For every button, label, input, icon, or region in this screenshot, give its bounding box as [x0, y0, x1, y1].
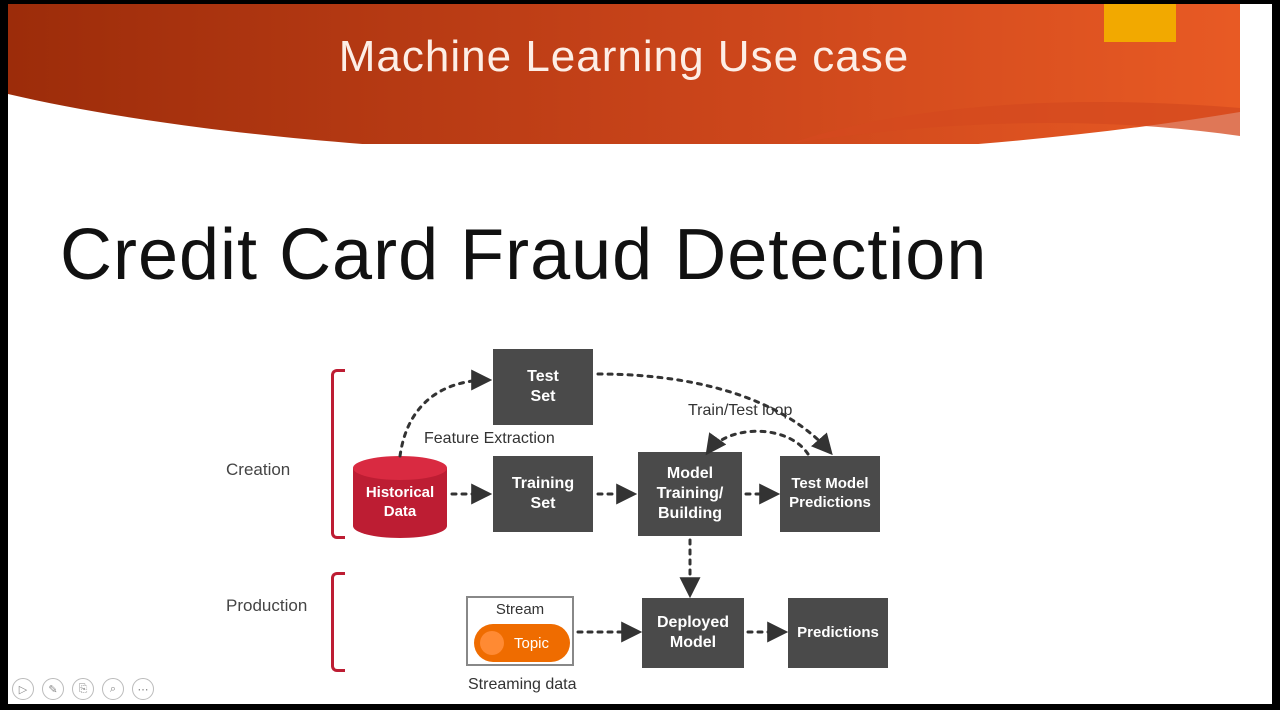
node-stream: Stream Topic	[466, 596, 574, 666]
pen-icon[interactable]: ✎	[42, 678, 64, 700]
node-historical-data: HistoricalData	[353, 456, 447, 538]
slide: Machine Learning Use case Credit Card Fr…	[8, 4, 1272, 704]
node-predictions: Predictions	[788, 598, 888, 668]
phase-label-production: Production	[226, 596, 307, 616]
play-icon[interactable]: ▷	[12, 678, 34, 700]
topic-dot-icon	[480, 631, 504, 655]
more-icon[interactable]: ⋯	[132, 678, 154, 700]
zoom-icon[interactable]: ⌕	[102, 678, 124, 700]
label-feature-extraction: Feature Extraction	[424, 430, 555, 448]
diagram: Creation Production HistoricalData TestS…	[8, 4, 1272, 704]
node-test-predictions: Test ModelPredictions	[780, 456, 880, 532]
node-deployed-model: DeployedModel	[642, 598, 744, 668]
node-test-set: TestSet	[493, 349, 593, 425]
presenter-toolbar: ▷ ✎ ⎘ ⌕ ⋯	[12, 678, 154, 700]
copy-icon[interactable]: ⎘	[72, 678, 94, 700]
bracket-creation	[331, 369, 345, 539]
label-streaming-data: Streaming data	[468, 676, 577, 694]
topic-pill: Topic	[474, 624, 570, 662]
stream-title: Stream	[468, 601, 572, 618]
phase-label-creation: Creation	[226, 460, 290, 480]
node-model-training: ModelTraining/Building	[638, 452, 742, 536]
label-train-test-loop: Train/Test loop	[688, 402, 792, 420]
topic-label: Topic	[514, 635, 549, 652]
node-training-set: TrainingSet	[493, 456, 593, 532]
edges-svg	[8, 4, 1272, 704]
bracket-production	[331, 572, 345, 672]
node-historical-data-label: HistoricalData	[353, 484, 447, 522]
